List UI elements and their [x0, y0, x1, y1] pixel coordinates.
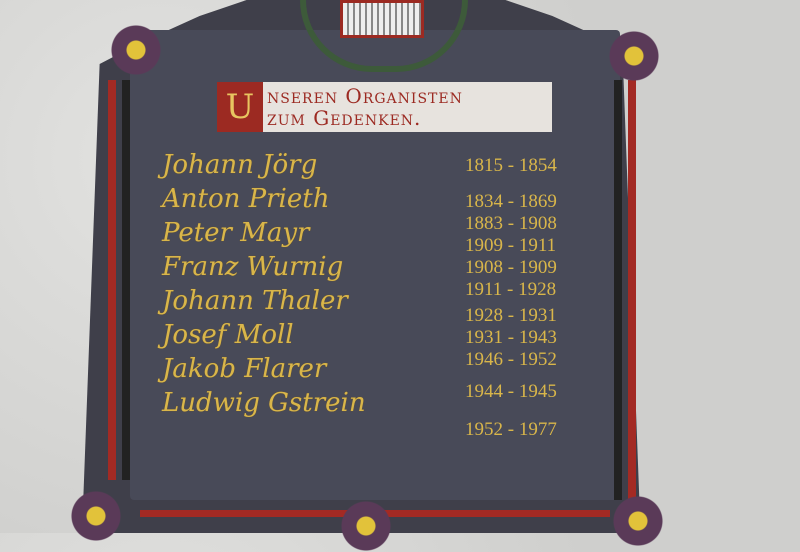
date-range: 1944 - 1945 [465, 381, 557, 402]
black-border-right [614, 80, 622, 500]
date-range: 1911 - 1928 [465, 279, 557, 300]
red-border-left [108, 80, 116, 480]
rosette-ornament [608, 30, 660, 82]
header-initial: U [217, 82, 263, 132]
rosette-ornament [612, 495, 664, 547]
name: Peter Mayr [162, 218, 310, 248]
rosette-ornament [70, 490, 122, 542]
organist-dates: 1815 - 1854 1834 - 1869 1883 - 1908 1909… [465, 155, 557, 441]
rosette-ornament [110, 24, 162, 76]
rosette-ornament [340, 500, 392, 552]
date-range: 1883 - 1908 [465, 213, 557, 234]
header-line-1: nseren Organisten [267, 84, 463, 108]
black-border-left [122, 80, 130, 480]
organist-names: Johann Jörg Anton Prieth Peter Mayr Fran… [162, 148, 366, 420]
date-range: 1834 - 1869 [465, 191, 557, 212]
date-range: 1946 - 1952 [465, 349, 557, 370]
name: Johann Thaler [162, 286, 348, 316]
name: Johann Jörg [162, 150, 318, 180]
header-line-2: zum Gedenken. [267, 106, 422, 130]
date-range: 1909 - 1911 [465, 235, 557, 256]
date-range: 1952 - 1977 [465, 419, 557, 440]
name: Ludwig Gstrein [162, 388, 366, 418]
organ-emblem [340, 0, 424, 38]
plaque-header: U nseren Organisten zum Gedenken. [217, 82, 552, 132]
name: Anton Prieth [162, 184, 330, 214]
name: Jakob Flarer [162, 354, 327, 384]
red-border-right [628, 80, 636, 500]
date-range: 1931 - 1943 [465, 327, 557, 348]
date-range: 1908 - 1909 [465, 257, 557, 278]
date-range: 1928 - 1931 [465, 305, 557, 326]
date-range: 1815 - 1854 [465, 155, 557, 176]
name: Franz Wurnig [162, 252, 344, 282]
name: Josef Moll [162, 320, 294, 350]
